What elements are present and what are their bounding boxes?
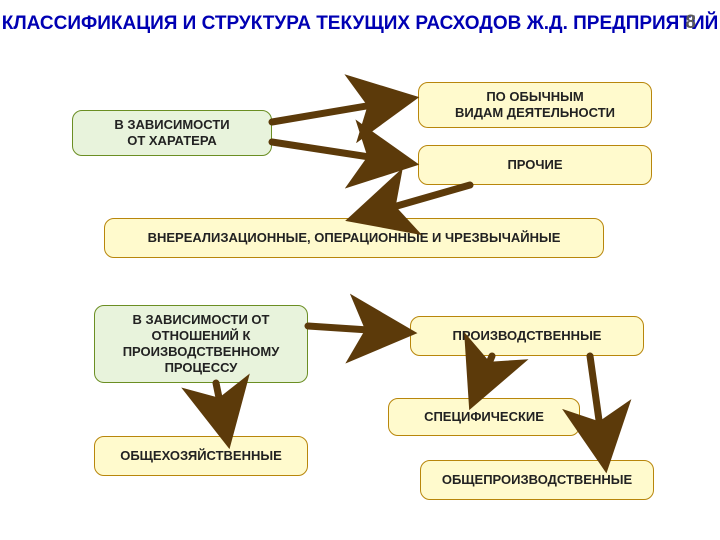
- arrow: [476, 356, 492, 394]
- box-other: ПРОЧИЕ: [418, 145, 652, 185]
- box-label: ВНЕРЕАЛИЗАЦИОННЫЕ, ОПЕРАЦИОННЫЕ И ЧРЕЗВЫ…: [148, 230, 561, 246]
- arrow: [216, 383, 226, 432]
- page-number: 8: [685, 12, 696, 34]
- box-general-economic: ОБЩЕХОЗЯЙСТВЕННЫЕ: [94, 436, 308, 476]
- box-label: В ЗАВИСИМОСТИОТ ХАРАТЕРА: [114, 117, 229, 150]
- box-ordinary-activity: ПО ОБЫЧНЫМВИДАМ ДЕЯТЕЛЬНОСТИ: [418, 82, 652, 128]
- box-label: ПО ОБЫЧНЫМВИДАМ ДЕЯТЕЛЬНОСТИ: [455, 89, 615, 122]
- box-label: ПРОЧИЕ: [507, 157, 562, 173]
- box-process-dependency: В ЗАВИСИМОСТИ ОТОТНОШЕНИЙ КПРОИЗВОДСТВЕН…: [94, 305, 308, 383]
- box-specific: СПЕЦИФИЧЕСКИЕ: [388, 398, 580, 436]
- box-label: В ЗАВИСИМОСТИ ОТОТНОШЕНИЙ КПРОИЗВОДСТВЕН…: [123, 312, 280, 377]
- box-non-operating: ВНЕРЕАЛИЗАЦИОННЫЕ, ОПЕРАЦИОННЫЕ И ЧРЕЗВЫ…: [104, 218, 604, 258]
- arrow: [590, 356, 604, 456]
- box-label: ПРОИЗВОДСТВЕННЫЕ: [453, 328, 602, 344]
- box-character-dependency: В ЗАВИСИМОСТИОТ ХАРАТЕРА: [72, 110, 272, 156]
- page-title: КЛАССИФИКАЦИЯ И СТРУКТУРА ТЕКУЩИХ РАСХОД…: [0, 12, 720, 37]
- arrow: [272, 142, 402, 162]
- box-production: ПРОИЗВОДСТВЕННЫЕ: [410, 316, 644, 356]
- box-general-production: ОБЩЕПРОИЗВОДСТВЕННЫЕ: [420, 460, 654, 500]
- box-label: ОБЩЕХОЗЯЙСТВЕННЫЕ: [120, 448, 282, 464]
- box-label: ОБЩЕПРОИЗВОДСТВЕННЫЕ: [442, 472, 632, 488]
- arrow: [272, 100, 402, 122]
- box-label: СПЕЦИФИЧЕСКИЕ: [424, 409, 544, 425]
- arrow: [308, 326, 400, 332]
- arrow: [362, 185, 470, 216]
- diagram-canvas: КЛАССИФИКАЦИЯ И СТРУКТУРА ТЕКУЩИХ РАСХОД…: [0, 0, 720, 540]
